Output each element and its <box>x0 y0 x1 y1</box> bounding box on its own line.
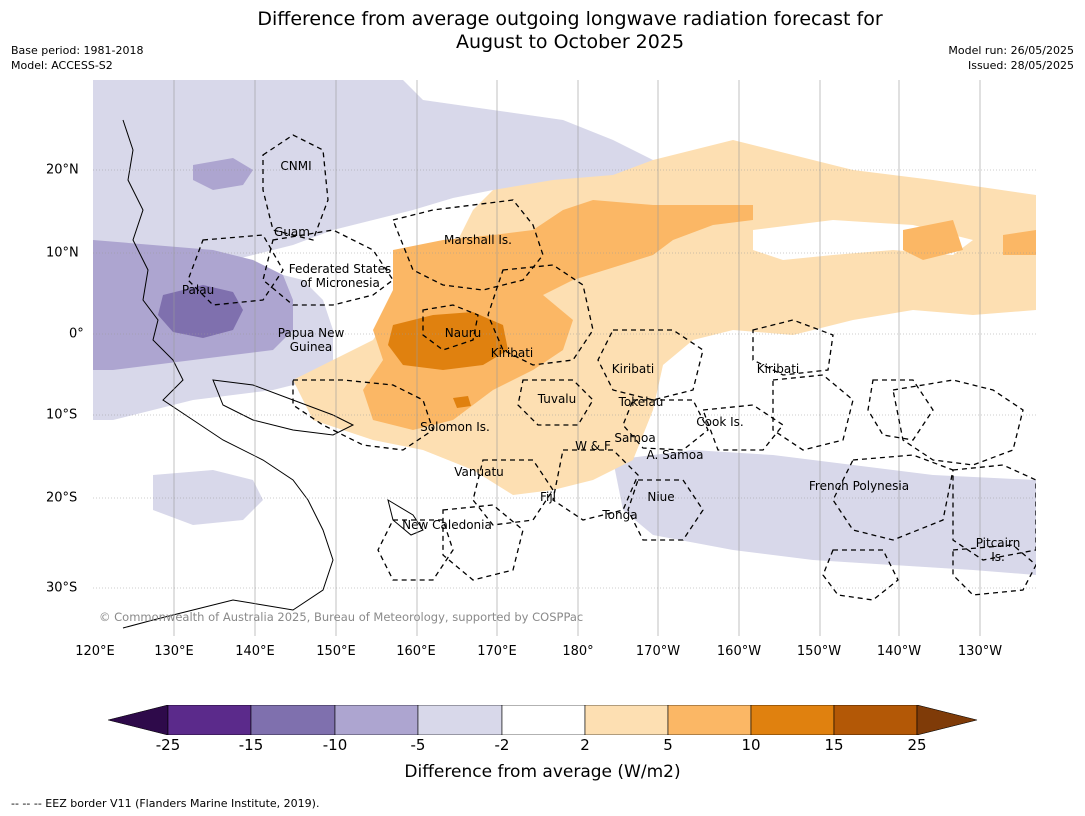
place-cnmi: CNMI <box>280 159 312 173</box>
place-samoa: Samoa <box>614 431 656 445</box>
colorbar-tick: 2 <box>580 736 590 754</box>
lon-label: 150°W <box>796 644 842 659</box>
eez-borders <box>187 134 1036 601</box>
colorbar-extend-low <box>108 705 169 735</box>
colorbar-tick: 5 <box>663 736 673 754</box>
place-pitcairn-line1: Pitcairn <box>975 536 1021 550</box>
anomaly-pos-mid-east <box>903 220 963 260</box>
lat-label: 10°S <box>46 407 78 423</box>
colorbar-segment <box>833 705 918 735</box>
place-kiribati-central: Kiribati <box>611 362 655 376</box>
place-niue: Niue <box>647 490 675 504</box>
colorbar-segment <box>167 705 252 735</box>
anomaly-neg-dark <box>158 285 243 338</box>
map-panel[interactable] <box>93 80 1036 636</box>
place-marshall-islands: Marshall Is. <box>444 233 512 247</box>
place-pitcairn: Pitcairn Is. <box>976 536 1021 564</box>
place-tokelau: Tokelau <box>618 395 664 409</box>
colorbar-segment <box>667 705 752 735</box>
place-micronesia: Federated States of Micronesia <box>289 262 391 290</box>
place-png-line1: Papua New <box>277 326 345 340</box>
meta-right: Model run: 26/05/2025 Issued: 28/05/2025 <box>948 43 1074 73</box>
place-micronesia-line2: of Micronesia <box>300 276 380 290</box>
place-png-line2: Guinea <box>289 340 333 354</box>
place-tuvalu: Tuvalu <box>537 392 577 406</box>
graticule <box>93 80 1036 636</box>
colorbar-segment <box>417 705 503 735</box>
lon-label: 130°W <box>957 644 1003 659</box>
colorbar-tick: -15 <box>238 736 264 754</box>
lon-label: 150°E <box>316 644 356 659</box>
colorbar-segment <box>501 705 586 735</box>
colorbar <box>108 705 978 735</box>
place-wallis-futuna: W & F <box>575 439 611 453</box>
place-cook-islands: Cook Is. <box>696 415 744 429</box>
place-pitcairn-line2: Is. <box>991 550 1005 564</box>
lon-label: 140°W <box>876 644 922 659</box>
anomaly-pos-strong-small <box>453 396 471 408</box>
colorbar-segment <box>750 705 835 735</box>
anomaly-neg-australia <box>153 470 263 525</box>
anomaly-pos-mid <box>363 200 753 430</box>
place-french-polynesia: French Polynesia <box>808 479 910 493</box>
lat-label: 20°N <box>46 162 79 178</box>
lon-label: 180° <box>562 644 594 659</box>
colorbar-tick: -10 <box>322 736 348 754</box>
colorbar-tick: 10 <box>741 736 761 754</box>
map-title: Difference from average outgoing longwav… <box>150 8 990 54</box>
anomaly-neg-mid-north <box>193 158 253 190</box>
anomaly-pos-mid-far-east <box>1003 230 1036 255</box>
copyright-note: © Commonwealth of Australia 2025, Bureau… <box>99 610 584 624</box>
place-guam: Guam <box>274 225 310 239</box>
place-solomon-islands: Solomon Is. <box>420 420 490 434</box>
place-kiribati-west: Kiribati <box>490 346 534 360</box>
colorbar-segment <box>584 705 669 735</box>
colorbar-tick: 15 <box>824 736 844 754</box>
lon-label: 130°E <box>154 644 194 659</box>
lat-label: 20°S <box>46 490 78 506</box>
map-canvas <box>93 80 1036 636</box>
colorbar-tick: -2 <box>494 736 510 754</box>
meta-left: Base period: 1981-2018 Model: ACCESS-S2 <box>11 43 143 73</box>
anomaly-pos-strong <box>388 312 508 370</box>
colorbar-tick: 25 <box>907 736 927 754</box>
place-kiribati-east: Kiribati <box>756 362 800 376</box>
place-fiji: Fiji <box>539 490 557 504</box>
title-line-2: August to October 2025 <box>455 31 685 53</box>
place-vanuatu: Vanuatu <box>454 465 504 479</box>
place-micronesia-line1: Federated States <box>288 262 392 276</box>
anomaly-neg-light-north <box>93 80 733 265</box>
model-name: Model: ACCESS-S2 <box>11 59 113 72</box>
place-nauru: Nauru <box>444 326 482 340</box>
place-american-samoa: A. Samoa <box>646 448 704 462</box>
lon-label: 140°E <box>235 644 275 659</box>
lat-label: 0° <box>69 326 84 342</box>
colorbar-segment <box>334 705 419 735</box>
place-palau: Palau <box>181 283 215 297</box>
lon-label: 160°E <box>396 644 436 659</box>
coastline-png <box>212 379 355 436</box>
title-line-1: Difference from average outgoing longwav… <box>257 8 883 30</box>
base-period: Base period: 1981-2018 <box>11 44 144 57</box>
place-tonga: Tonga <box>602 508 638 522</box>
colorbar-tick: -25 <box>155 736 181 754</box>
lat-label: 30°S <box>46 580 78 596</box>
colorbar-label: Difference from average (W/m2) <box>404 762 681 782</box>
anomaly-neg-south <box>613 450 1036 575</box>
lon-label: 170°E <box>477 644 517 659</box>
coastline-asia <box>122 119 334 629</box>
lon-label: 120°E <box>75 644 115 659</box>
model-run: Model run: 26/05/2025 <box>948 44 1074 57</box>
lat-label: 10°N <box>46 245 79 261</box>
place-new-caledonia: New Caledonia <box>402 518 492 532</box>
lon-label: 160°W <box>716 644 762 659</box>
lon-label: 170°W <box>635 644 681 659</box>
colorbar-segment <box>250 705 336 735</box>
issued-date: Issued: 28/05/2025 <box>967 59 1074 72</box>
colorbar-tick: -5 <box>410 736 426 754</box>
place-png: Papua New Guinea <box>278 326 345 354</box>
colorbar-extend-high <box>916 705 978 735</box>
eez-footnote: -- -- -- EEZ border V11 (Flanders Marine… <box>11 797 320 810</box>
